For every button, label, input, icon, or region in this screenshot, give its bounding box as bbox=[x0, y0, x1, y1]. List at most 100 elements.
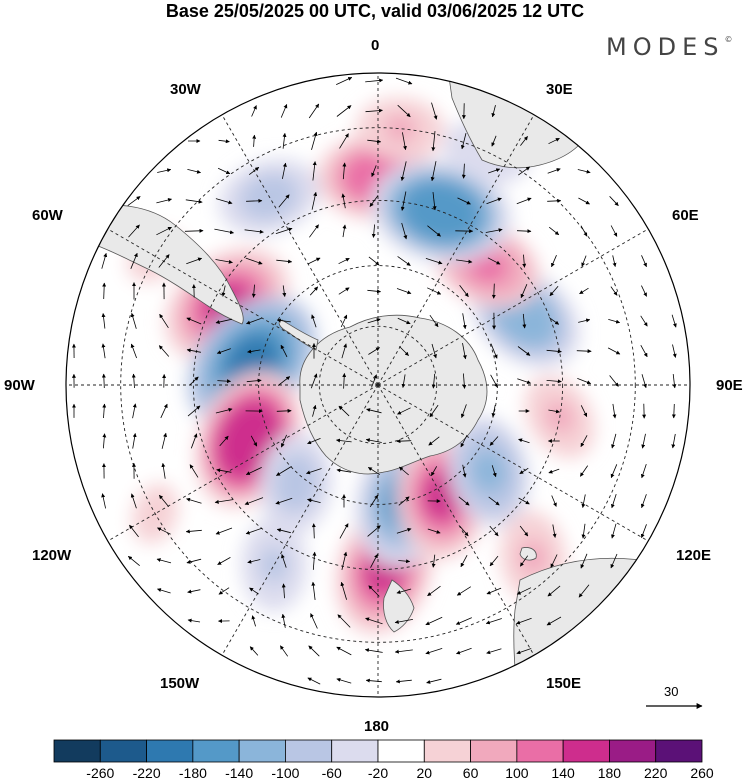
anomaly-blob bbox=[383, 115, 418, 143]
wind-arrow bbox=[219, 435, 229, 447]
wind-arrow bbox=[217, 557, 231, 565]
wind-arrow bbox=[311, 131, 318, 151]
wind-arrow bbox=[546, 616, 562, 626]
wind-arrow bbox=[130, 252, 138, 269]
wind-arrow bbox=[550, 554, 558, 568]
wind-arrow bbox=[431, 554, 436, 568]
wind-arrow bbox=[522, 254, 527, 268]
wind-arrow bbox=[394, 649, 413, 654]
wind-arrow bbox=[610, 493, 617, 509]
wind-arrow bbox=[488, 168, 501, 174]
wind-arrow bbox=[282, 285, 287, 297]
wind-arrow bbox=[132, 433, 137, 449]
wind-arrow bbox=[552, 524, 557, 538]
wind-arrow bbox=[610, 553, 618, 569]
wind-arrow bbox=[456, 586, 472, 596]
wind-arrow bbox=[158, 494, 170, 508]
wind-arrow bbox=[311, 314, 317, 328]
wind-arrow bbox=[641, 374, 647, 389]
wind-arrow bbox=[247, 349, 261, 354]
wind-arrow bbox=[400, 161, 407, 181]
wind-arrow bbox=[336, 77, 353, 85]
wind-arrow bbox=[608, 319, 621, 324]
wind-arrow bbox=[395, 77, 413, 85]
wind-arrow bbox=[130, 493, 137, 509]
wind-arrow bbox=[130, 312, 137, 329]
wind-arrow bbox=[612, 255, 617, 267]
antarctic-peninsula bbox=[278, 319, 319, 351]
wind-arrow bbox=[131, 373, 136, 389]
wind-arrow bbox=[459, 525, 469, 537]
wind-arrow bbox=[157, 527, 171, 535]
wind-arrow bbox=[578, 318, 591, 323]
wind-arrow bbox=[214, 499, 233, 504]
wind-arrow bbox=[189, 376, 199, 386]
wind-arrow bbox=[431, 102, 438, 120]
wind-arrow bbox=[307, 677, 321, 685]
wind-arrow bbox=[431, 343, 437, 359]
colorbar-tick-label: -220 bbox=[132, 765, 161, 781]
wind-arrow bbox=[342, 162, 347, 180]
wind-arrow bbox=[427, 225, 441, 237]
wind-arrow bbox=[101, 343, 106, 359]
colorbar-swatch bbox=[377, 739, 425, 763]
wind-arrow bbox=[187, 589, 201, 594]
wind-arrow bbox=[672, 344, 677, 358]
wind-arrow bbox=[486, 648, 502, 655]
wind-arrow bbox=[519, 467, 529, 475]
wind-arrow bbox=[610, 286, 618, 296]
wind-arrow bbox=[276, 528, 291, 534]
wind-arrow bbox=[551, 495, 557, 507]
wind-arrow bbox=[311, 191, 318, 210]
wind-arrow bbox=[365, 438, 382, 443]
wind-arrow bbox=[186, 317, 202, 325]
wind-arrow bbox=[276, 259, 293, 264]
lon-label-90w: 90W bbox=[4, 377, 35, 394]
wind-arrow bbox=[158, 345, 170, 357]
colorbar-swatch bbox=[146, 739, 194, 763]
wind-arrow bbox=[215, 259, 233, 264]
wind-arrow bbox=[247, 559, 261, 564]
latitude-circle bbox=[318, 325, 438, 445]
wind-arrow bbox=[581, 255, 587, 267]
colorbar-swatch bbox=[516, 739, 564, 763]
wind-arrow bbox=[640, 315, 648, 327]
colorbar-tick-label: -260 bbox=[86, 765, 115, 781]
lon-label-150e: 150E bbox=[546, 675, 582, 692]
wind-arrow bbox=[249, 587, 259, 595]
colorbar-tick-label: -60 bbox=[321, 765, 342, 781]
wind-arrow bbox=[101, 313, 106, 329]
wind-arrow bbox=[486, 587, 502, 595]
wind-arrow bbox=[579, 465, 589, 477]
wind-arrow bbox=[311, 523, 316, 539]
wind-arrow bbox=[431, 373, 436, 389]
wind-arrow bbox=[280, 104, 288, 118]
wind-arrow bbox=[129, 524, 139, 538]
wind-arrow bbox=[401, 374, 406, 388]
wind-arrow bbox=[215, 527, 233, 535]
meridian-line bbox=[377, 228, 649, 386]
wind-arrow bbox=[309, 286, 319, 296]
wind-arrow bbox=[462, 313, 467, 330]
wind-arrow bbox=[580, 435, 588, 448]
wind-arrow bbox=[341, 551, 348, 570]
wind-arrow bbox=[187, 618, 201, 623]
wind-arrow bbox=[491, 283, 496, 299]
wind-arrow bbox=[398, 496, 410, 506]
colorbar-tick-label: -180 bbox=[178, 765, 207, 781]
wind-arrow bbox=[581, 523, 586, 539]
colorbar-swatch bbox=[655, 739, 703, 763]
wind-arrow bbox=[428, 436, 440, 446]
wind-arrow bbox=[547, 585, 561, 597]
wind-arrow bbox=[244, 497, 264, 505]
wind-arrow bbox=[157, 588, 171, 594]
wind-arrow bbox=[102, 403, 107, 419]
wind-arrow bbox=[640, 494, 647, 509]
wind-arrow bbox=[160, 403, 168, 419]
wind-arrow bbox=[489, 436, 499, 446]
wind-arrow bbox=[394, 619, 413, 624]
wind-arrow bbox=[576, 349, 592, 354]
tasmania-island bbox=[519, 547, 537, 561]
wind-arrow bbox=[310, 613, 318, 629]
wind-arrow bbox=[365, 78, 384, 83]
